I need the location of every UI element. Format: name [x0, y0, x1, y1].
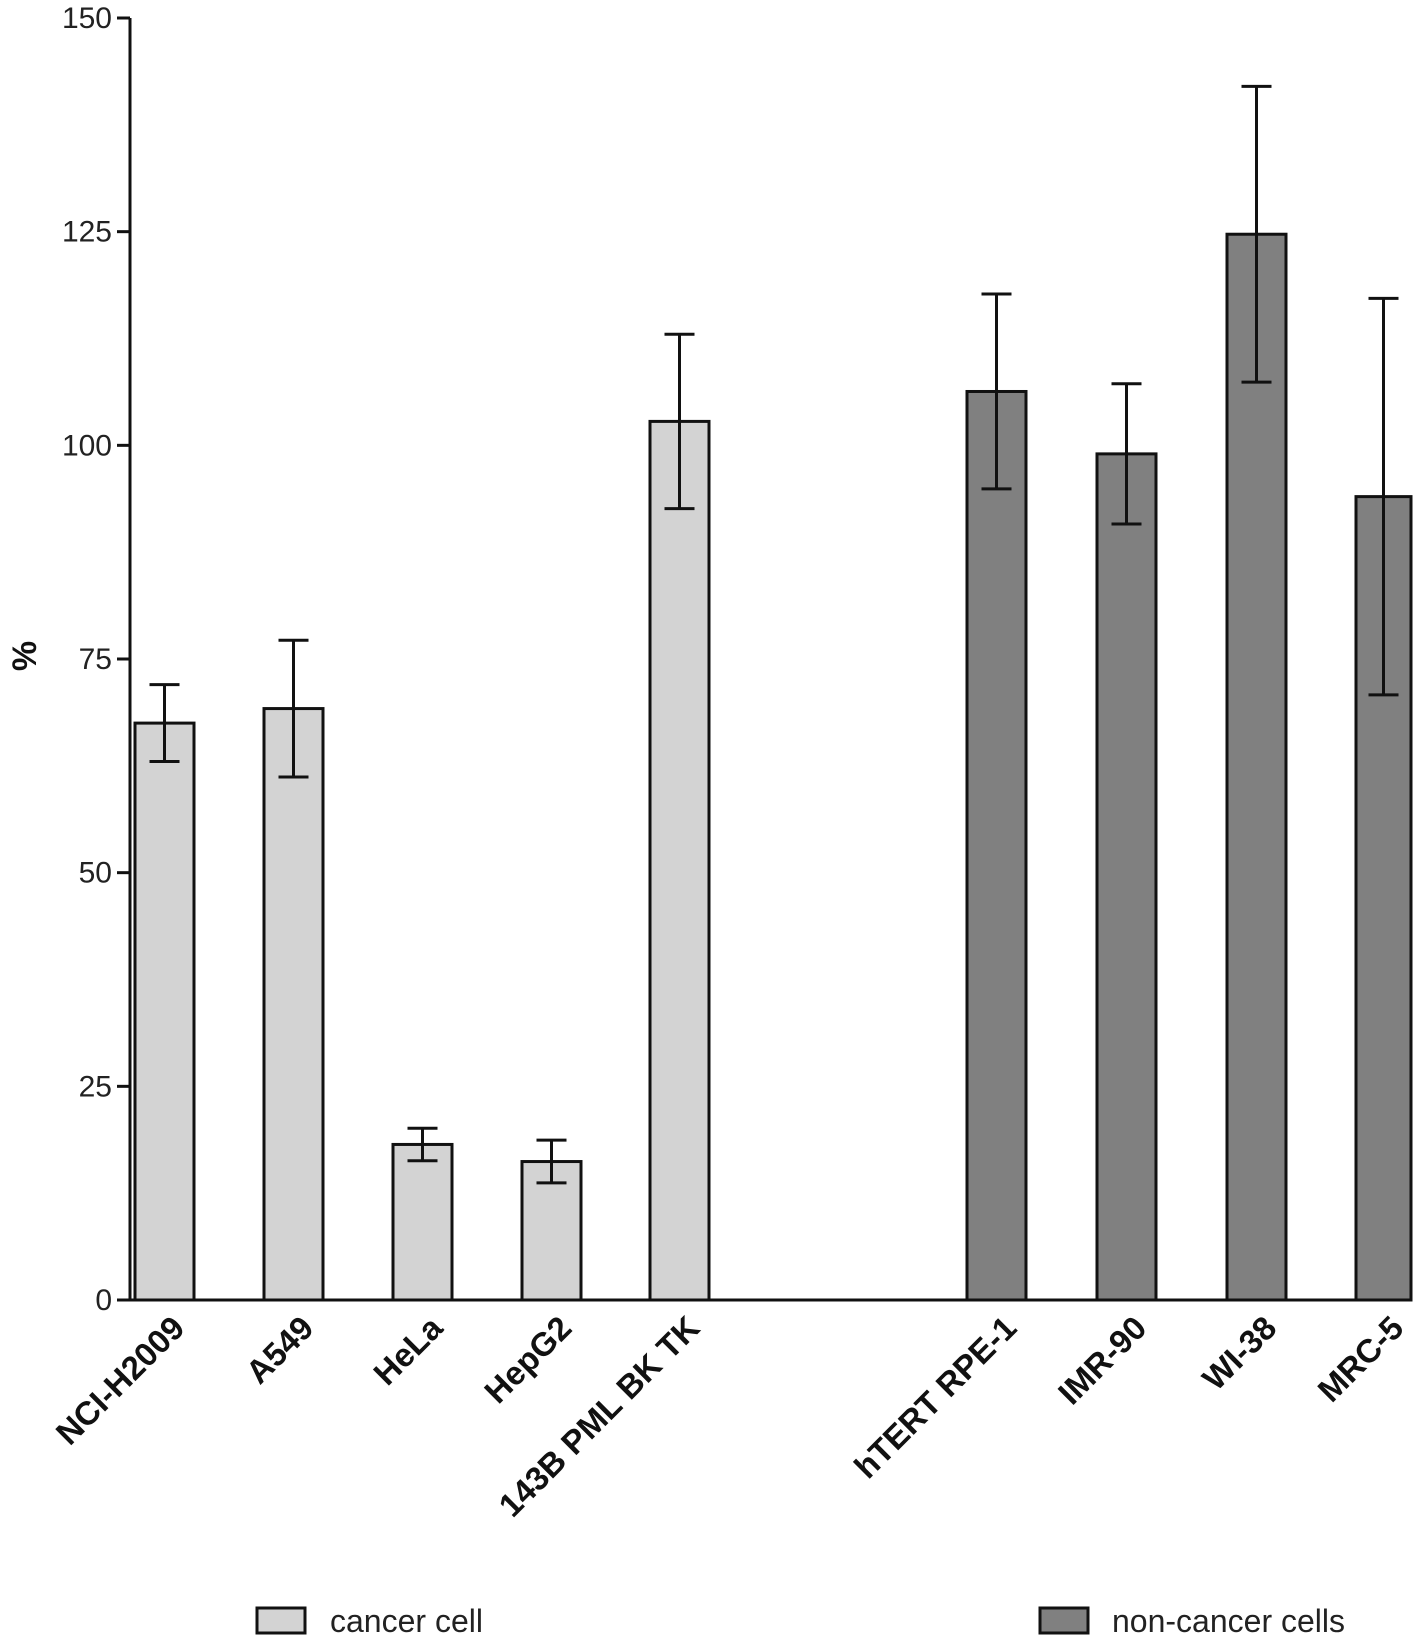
- bar-wi-38: [1225, 232, 1288, 1302]
- y-ticks-layer: 0 25 50 75 100 125 150: [62, 2, 130, 1317]
- bar-hepg2: [520, 1160, 583, 1302]
- bar-nci-h2009: [133, 721, 196, 1302]
- y-tick-label: 50: [79, 857, 112, 890]
- category-label-htert-rpe-1: hTERT RPE-1: [847, 1309, 1024, 1486]
- legend-entry-cancer-cell: cancer cell: [255, 1603, 483, 1639]
- y-tick-label: 150: [62, 2, 112, 35]
- category-label-a549: A549: [239, 1309, 321, 1391]
- y-tick-label: 25: [79, 1070, 112, 1103]
- bar-imr-90: [1095, 452, 1158, 1302]
- category-label-mrc-5: MRC-5: [1310, 1309, 1410, 1409]
- y-tick-label: 125: [62, 216, 112, 249]
- legend-label: cancer cell: [330, 1603, 483, 1639]
- error-bar-hela: [407, 1126, 438, 1163]
- bar-a549: [262, 707, 325, 1302]
- legend: cancer cell non-cancer cells: [255, 1603, 1345, 1639]
- y-tick-label: 100: [62, 429, 112, 462]
- bar-htert-rpe-1: [965, 389, 1028, 1302]
- error-bar-htert-rpe-1: [981, 292, 1012, 491]
- category-label-wi-38: WI-38: [1195, 1309, 1283, 1397]
- error-bar-mrc-5: [1368, 296, 1399, 697]
- error-bar-wi-38: [1241, 84, 1272, 384]
- y-axis-title: %: [6, 641, 44, 671]
- error-bar-a549: [278, 638, 309, 779]
- y-tick-label: 75: [79, 643, 112, 676]
- category-label-hepg2: HepG2: [477, 1309, 578, 1410]
- legend-label: non-cancer cells: [1112, 1603, 1345, 1639]
- legend-swatch: [1038, 1606, 1090, 1635]
- y-tick-label: 0: [95, 1284, 112, 1317]
- category-label-imr-90: IMR-90: [1051, 1309, 1154, 1412]
- category-label-nci-h2009: NCI-H2009: [49, 1309, 192, 1452]
- error-bar-143b-pml-bk-tk: [664, 332, 695, 511]
- legend-entry-non-cancer-cells: non-cancer cells: [1038, 1603, 1345, 1639]
- error-bar-nci-h2009: [149, 683, 180, 764]
- category-label-hela: HeLa: [366, 1308, 450, 1392]
- legend-swatch: [255, 1606, 307, 1635]
- bar-143b-pml-bk-tk: [648, 419, 711, 1302]
- bar-hela: [391, 1142, 454, 1302]
- error-bars-layer: [149, 84, 1399, 1185]
- bars-layer: [133, 232, 1413, 1302]
- error-bar-hepg2: [536, 1138, 567, 1185]
- error-bar-imr-90: [1111, 382, 1142, 526]
